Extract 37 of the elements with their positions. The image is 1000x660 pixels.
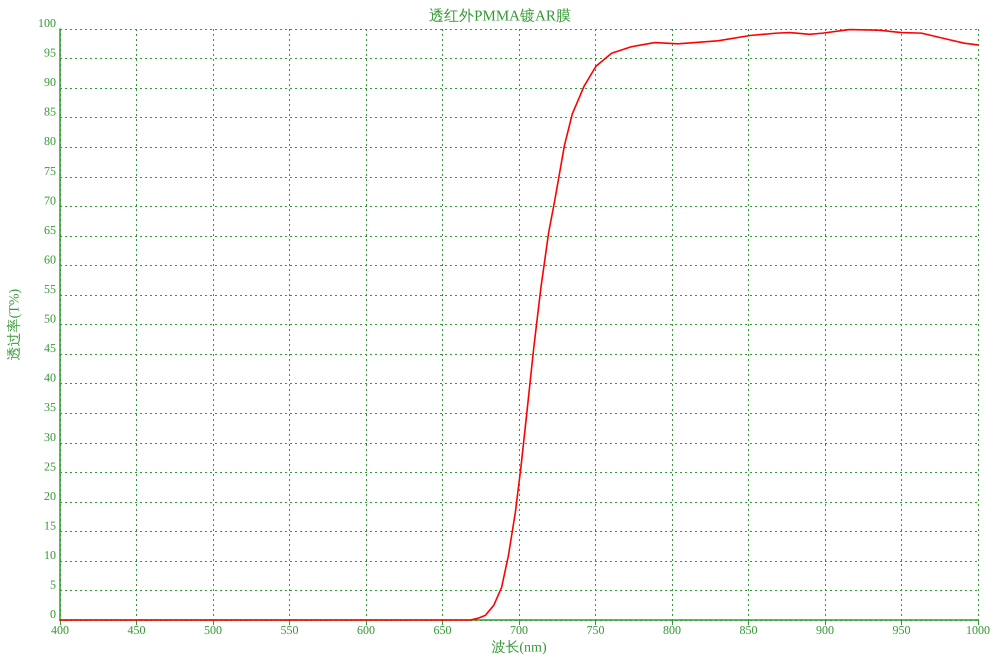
y-tick-label: 25 xyxy=(44,459,56,474)
y-tick-label: 30 xyxy=(44,430,56,444)
y-tick-label: 20 xyxy=(44,488,56,503)
y-tick-label: 80 xyxy=(44,134,56,148)
x-tick-label: 650 xyxy=(434,623,452,638)
chart-title: 透红外PMMA镀AR膜 xyxy=(429,8,571,24)
y-tick-label: 5 xyxy=(50,578,56,592)
y-tick-label: 50 xyxy=(44,312,56,326)
y-tick-label: 95 xyxy=(44,46,56,60)
x-tick-label: 850 xyxy=(740,623,758,638)
x-axis-title: 波长(nm) xyxy=(491,640,547,656)
y-tick-label: 35 xyxy=(44,400,56,414)
x-tick-label: 900 xyxy=(816,623,834,638)
x-tick-label: 450 xyxy=(128,623,146,638)
x-tick-label: 750 xyxy=(586,623,604,638)
x-tick-label: 600 xyxy=(357,623,375,638)
y-axis-title: 透过率(T%) xyxy=(6,288,22,360)
x-tick-label: 700 xyxy=(510,623,528,638)
y-tick-label: 100 xyxy=(38,16,56,30)
y-tick-label: 55 xyxy=(44,282,56,296)
x-tick-label: 800 xyxy=(663,623,681,638)
y-tick-label: 90 xyxy=(44,75,56,90)
x-tick-label: 950 xyxy=(892,623,910,638)
y-tick-label: 10 xyxy=(44,548,56,562)
y-tick-label: 40 xyxy=(44,370,56,385)
y-tick-label: 60 xyxy=(44,252,56,266)
x-tick-label: 550 xyxy=(280,623,298,638)
y-tick-label: 85 xyxy=(44,104,56,119)
x-tick-label: 500 xyxy=(204,623,222,638)
y-tick-label: 75 xyxy=(44,164,56,178)
y-tick-label: 70 xyxy=(44,193,56,208)
y-tick-label: 15 xyxy=(44,518,56,532)
y-tick-label: 45 xyxy=(44,341,56,356)
y-tick-label: 0 xyxy=(50,607,56,622)
y-tick-label: 65 xyxy=(44,222,56,237)
x-tick-label: 400 xyxy=(51,623,69,638)
x-tick-label: 1000 xyxy=(966,623,990,638)
